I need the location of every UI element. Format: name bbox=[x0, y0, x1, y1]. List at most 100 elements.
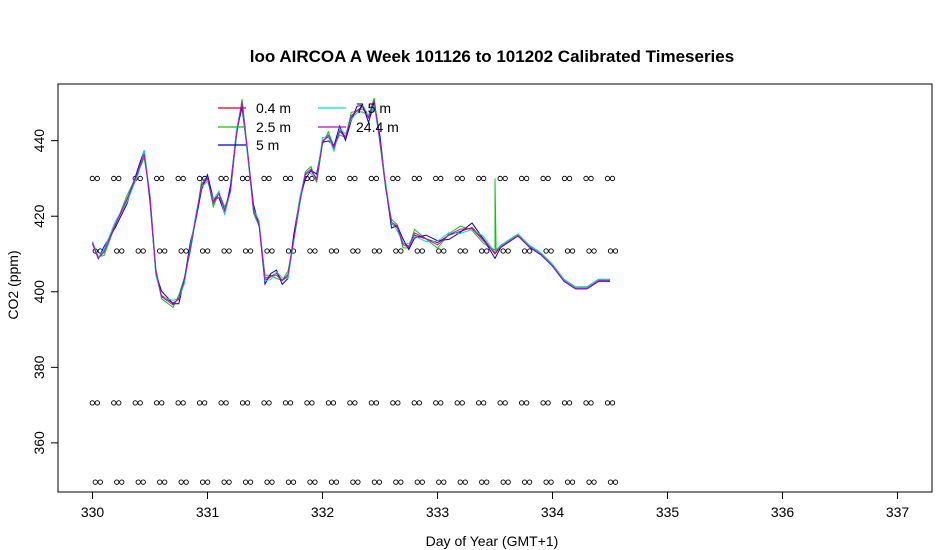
marker-point bbox=[333, 479, 340, 485]
marker-point bbox=[94, 175, 100, 182]
legend: 0.4 m 2.5 m 5 m 7.5 m 24.4 m bbox=[218, 100, 399, 153]
marker-point bbox=[264, 248, 270, 254]
marker-point bbox=[419, 479, 425, 485]
marker-point bbox=[242, 479, 249, 485]
marker-point bbox=[287, 400, 294, 406]
marker-point bbox=[543, 248, 549, 254]
marker-point bbox=[586, 248, 592, 254]
marker-point bbox=[390, 175, 396, 182]
marker-point bbox=[244, 175, 251, 182]
marker-point bbox=[416, 175, 422, 182]
marker-point bbox=[309, 400, 315, 406]
marker-point bbox=[371, 479, 378, 485]
marker-point bbox=[175, 175, 181, 182]
marker-point bbox=[196, 175, 203, 182]
marker-point bbox=[607, 479, 614, 485]
marker-point bbox=[157, 479, 163, 485]
marker-point bbox=[221, 479, 227, 485]
marker-point bbox=[180, 175, 186, 182]
marker-point bbox=[196, 400, 203, 406]
marker-point bbox=[433, 400, 439, 406]
marker-point bbox=[239, 175, 246, 182]
marker-point bbox=[457, 248, 463, 254]
x-tick-label: 331 bbox=[196, 504, 220, 520]
marker-point bbox=[566, 400, 573, 406]
marker-point bbox=[350, 479, 356, 485]
marker-point bbox=[588, 400, 594, 406]
marker-point bbox=[140, 479, 146, 485]
marker-point bbox=[609, 175, 616, 182]
marker-point bbox=[500, 248, 506, 254]
marker-point bbox=[307, 248, 313, 254]
marker-point bbox=[89, 175, 95, 182]
series-lines bbox=[92, 97, 610, 309]
marker-point bbox=[261, 175, 267, 182]
marker-point bbox=[304, 400, 310, 406]
marker-point bbox=[459, 175, 465, 182]
marker-point bbox=[307, 479, 313, 485]
marker-point bbox=[540, 175, 546, 182]
marker-point bbox=[347, 175, 353, 182]
series-line-7-5-m bbox=[92, 101, 610, 301]
marker-point bbox=[242, 248, 249, 254]
marker-point bbox=[285, 479, 292, 485]
marker-point bbox=[411, 400, 417, 406]
marker-point bbox=[269, 479, 275, 485]
marker-point bbox=[566, 175, 573, 182]
marker-point bbox=[178, 248, 184, 254]
marker-point bbox=[135, 479, 141, 485]
marker-point bbox=[416, 400, 422, 406]
marker-point bbox=[564, 479, 571, 485]
marker-point bbox=[290, 479, 297, 485]
x-axis-label: Day of Year (GMT+1) bbox=[426, 533, 559, 549]
marker-point bbox=[395, 175, 401, 182]
marker-point bbox=[583, 400, 589, 406]
marker-point bbox=[309, 175, 315, 182]
marker-point bbox=[266, 175, 272, 182]
marker-point bbox=[199, 248, 206, 254]
marker-point bbox=[414, 479, 420, 485]
marker-point bbox=[591, 479, 597, 485]
marker-point bbox=[135, 248, 141, 254]
plot-frame bbox=[57, 83, 933, 493]
legend-label: 24.4 m bbox=[356, 119, 399, 135]
marker-point bbox=[247, 248, 254, 254]
marker-point bbox=[204, 479, 211, 485]
marker-point bbox=[199, 479, 206, 485]
marker-point bbox=[373, 400, 380, 406]
marker-point bbox=[350, 248, 356, 254]
marker-point bbox=[540, 400, 546, 406]
marker-point bbox=[433, 175, 439, 182]
legend-label: 2.5 m bbox=[256, 119, 291, 135]
marker-point bbox=[368, 400, 375, 406]
marker-point bbox=[312, 248, 318, 254]
marker-point bbox=[371, 248, 378, 254]
marker-point bbox=[376, 248, 383, 254]
marker-rows bbox=[89, 175, 619, 485]
marker-point bbox=[604, 175, 611, 182]
y-tick-label: 420 bbox=[31, 204, 47, 228]
marker-point bbox=[481, 400, 487, 406]
y-tick-label: 380 bbox=[31, 355, 47, 379]
marker-point bbox=[218, 400, 224, 406]
marker-point bbox=[438, 400, 444, 406]
marker-point bbox=[347, 400, 353, 406]
marker-point bbox=[500, 479, 506, 485]
marker-point bbox=[454, 400, 460, 406]
legend-label: 7.5 m bbox=[356, 100, 391, 116]
marker-point bbox=[114, 248, 120, 254]
marker-point bbox=[561, 400, 568, 406]
marker-point bbox=[119, 479, 125, 485]
marker-point bbox=[180, 400, 186, 406]
marker-point bbox=[92, 479, 98, 485]
marker-point bbox=[325, 175, 332, 182]
marker-point bbox=[89, 400, 95, 406]
marker-point bbox=[204, 248, 211, 254]
marker-point bbox=[352, 175, 358, 182]
marker-point bbox=[518, 175, 525, 182]
marker-point bbox=[484, 479, 490, 485]
marker-point bbox=[330, 400, 337, 406]
chart-title: loo AIRCOA A Week 101126 to 101202 Calib… bbox=[250, 47, 734, 66]
marker-point bbox=[462, 248, 468, 254]
